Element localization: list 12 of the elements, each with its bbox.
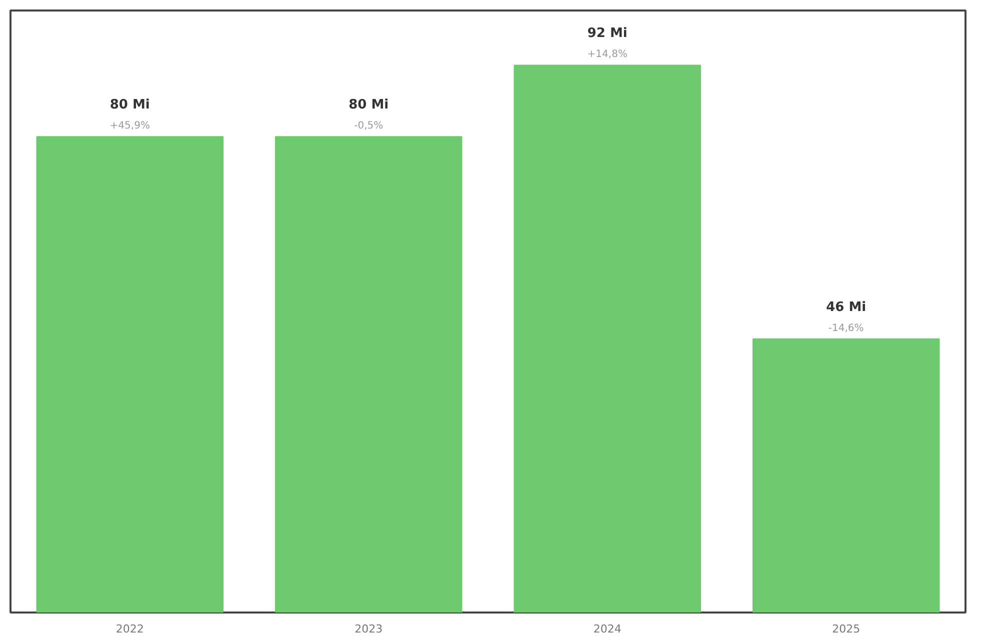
annotation: -0,5% [354,120,384,132]
x-tick-label: 2022 [116,622,144,636]
data-label: 92 Mi [587,26,628,42]
annotation: +45,9% [110,120,150,132]
annotation: +14,8% [587,49,628,60]
data-label: 80 Mi [110,98,150,113]
x-tick-label: 2024 [593,622,622,636]
annotation: -14,6% [828,322,864,334]
data-label: 46 Mi [826,300,866,315]
data-label: 80 Mi [348,98,389,113]
x-tick-label: 2025 [832,622,860,636]
x-tick-label: 2023 [354,622,383,636]
